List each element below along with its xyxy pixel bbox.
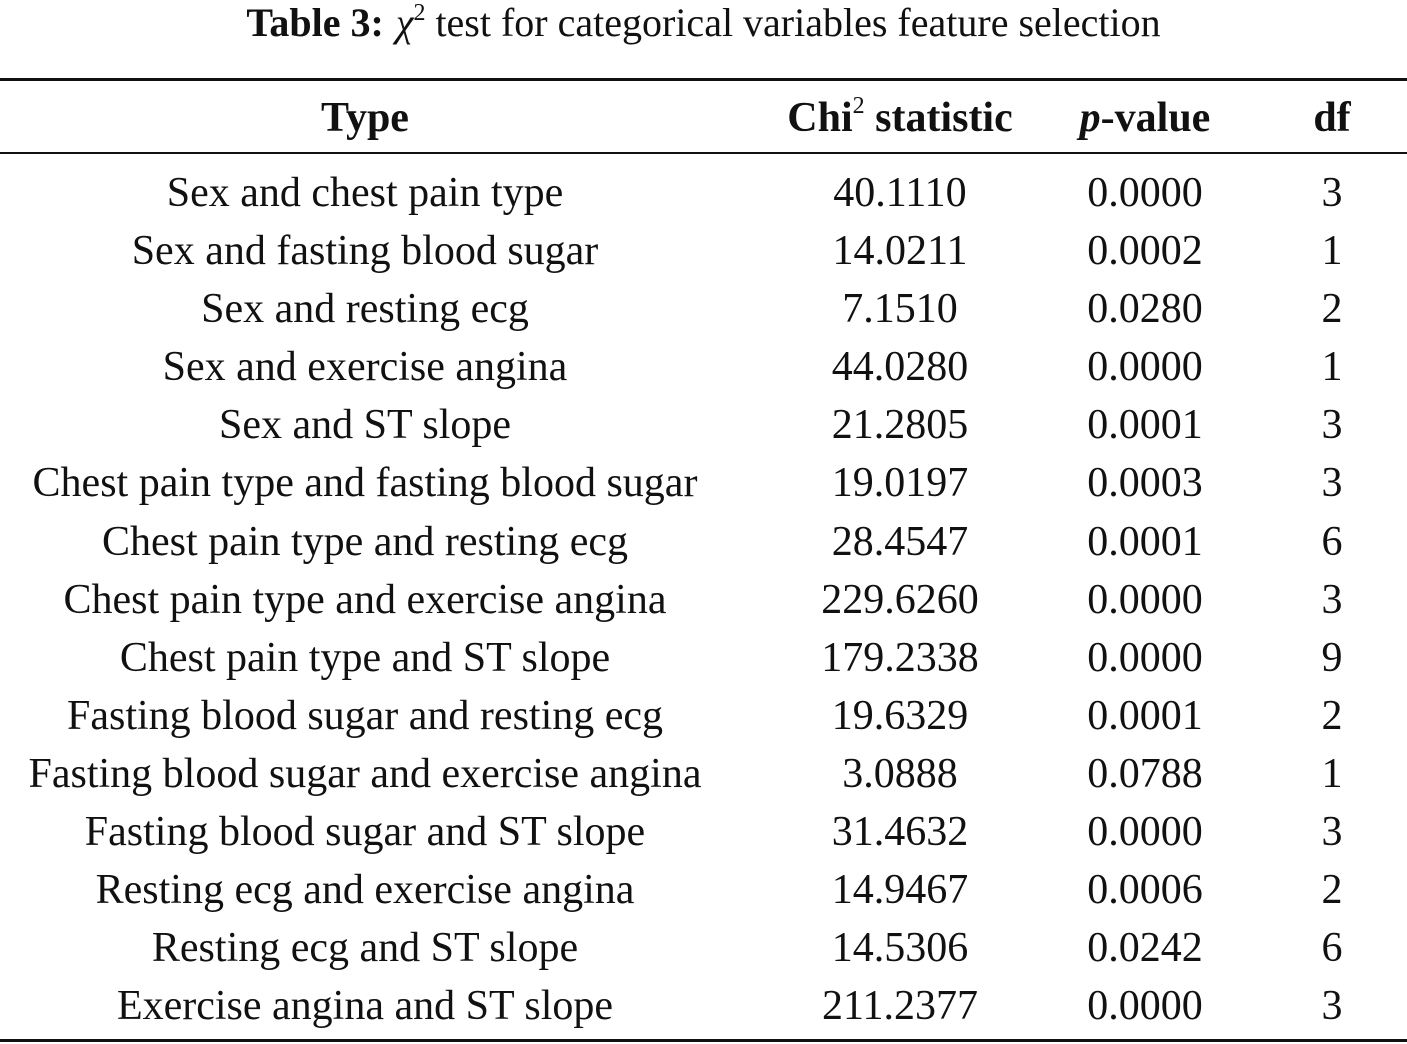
cell-p-value: 0.0000 — [1087, 344, 1203, 391]
cell-type: Sex and ST slope — [218, 402, 512, 449]
cell-df: 2 — [1321, 867, 1343, 914]
table-row: Chest pain type and ST slope 179.2338 0.00… — [0, 629, 1407, 687]
cell-df: 3 — [1321, 402, 1343, 449]
cell-df: 6 — [1321, 518, 1343, 565]
cell-p-value: 0.0000 — [1087, 983, 1203, 1030]
header-type: Type — [321, 95, 409, 141]
cell-chi2: 40.1110 — [833, 170, 967, 216]
caption-text: test for categorical variables feature s… — [435, 0, 1161, 45]
header-p-italic: p — [1079, 95, 1101, 141]
cell-df: 2 — [1321, 692, 1343, 739]
table-row: Fasting blood sugar and resting ecg 19.63… — [0, 687, 1407, 745]
header-chi-superscript: 2 — [852, 93, 865, 119]
cell-p-value: 0.0001 — [1087, 402, 1203, 449]
cell-df: 1 — [1321, 344, 1343, 391]
table-header-rule — [0, 152, 1407, 154]
cell-type: Resting ecg and exercise angina — [95, 867, 635, 914]
cell-type: Chest pain type and exercise angina — [63, 576, 667, 623]
table-row: Sex and chest pain type 40.1110 0.0000 3 — [0, 164, 1407, 222]
cell-type: Fasting blood sugar and exercise angina — [28, 750, 702, 797]
cell-chi2: 14.5306 — [831, 925, 969, 972]
table-body: Sex and chest pain type 40.1110 0.0000 3 Sex… — [0, 164, 1407, 1035]
table-row: Exercise angina and ST slope 211.2377 0.00… — [0, 977, 1407, 1035]
cell-chi2: 3.0888 — [842, 750, 958, 797]
cell-p-value: 0.0000 — [1087, 170, 1203, 216]
caption-chi-superscript: 2 — [413, 0, 426, 26]
cell-df: 3 — [1321, 460, 1343, 507]
header-df: df — [1313, 95, 1351, 141]
table-top-rule — [0, 78, 1407, 81]
cell-p-value: 0.0000 — [1087, 809, 1203, 856]
cell-df: 3 — [1321, 170, 1343, 216]
cell-p-value: 0.0000 — [1087, 576, 1203, 623]
cell-type: Resting ecg and ST slope — [151, 925, 579, 972]
cell-type: Exercise angina and ST slope — [116, 983, 614, 1030]
caption-chi-symbol: χ — [395, 0, 414, 45]
cell-p-value: 0.0242 — [1087, 925, 1203, 972]
table-row: Chest pain type and exercise angina 229.6… — [0, 571, 1407, 629]
cell-chi2: 211.2377 — [822, 983, 978, 1030]
cell-type: Chest pain type and resting ecg — [101, 518, 629, 565]
cell-df: 3 — [1321, 809, 1343, 856]
cell-chi2: 44.0280 — [831, 344, 969, 391]
cell-type: Sex and fasting blood sugar — [131, 228, 599, 275]
cell-type: Chest pain type and ST slope — [119, 634, 611, 681]
header-chi-prefix: Chi — [787, 95, 853, 141]
cell-chi2: 14.9467 — [831, 867, 969, 914]
table-row: Fasting blood sugar and ST slope 31.4632 0… — [0, 803, 1407, 861]
cell-df: 2 — [1321, 286, 1343, 333]
table-row: Chest pain type and resting ecg 28.4547 0.… — [0, 513, 1407, 571]
cell-p-value: 0.0001 — [1087, 692, 1203, 739]
cell-type: Fasting blood sugar and ST slope — [84, 809, 646, 856]
table-row: Sex and exercise angina 44.0280 0.0000 1 — [0, 338, 1407, 396]
cell-type: Sex and chest pain type — [166, 170, 564, 216]
cell-chi2: 14.0211 — [832, 228, 968, 275]
cell-type: Chest pain type and fasting blood sugar — [32, 460, 698, 507]
table-row: Sex and fasting blood sugar 14.0211 0.0002… — [0, 222, 1407, 280]
cell-p-value: 0.0280 — [1087, 286, 1203, 333]
cell-df: 3 — [1321, 983, 1343, 1030]
cell-df: 9 — [1321, 634, 1343, 681]
table-row: Sex and ST slope 21.2805 0.0001 3 — [0, 396, 1407, 454]
cell-chi2: 179.2338 — [821, 634, 979, 681]
cell-p-value: 0.0001 — [1087, 518, 1203, 565]
cell-chi2: 7.1510 — [842, 286, 958, 333]
cell-p-value: 0.0002 — [1087, 228, 1203, 275]
cell-type: Fasting blood sugar and resting ecg — [66, 692, 664, 739]
cell-chi2: 31.4632 — [831, 809, 969, 856]
cell-p-value: 0.0000 — [1087, 634, 1203, 681]
cell-type: Sex and exercise angina — [162, 344, 568, 391]
table-row: Sex and resting ecg 7.1510 0.0280 2 — [0, 280, 1407, 338]
cell-p-value: 0.0788 — [1087, 750, 1203, 797]
cell-chi2: 28.4547 — [831, 518, 969, 565]
cell-df: 3 — [1321, 576, 1343, 623]
cell-p-value: 0.0003 — [1087, 460, 1203, 507]
table-row: Resting ecg and ST slope 14.5306 0.0242 6 — [0, 919, 1407, 977]
header-p-suffix: -value — [1100, 95, 1211, 141]
cell-type: Sex and resting ecg — [201, 286, 529, 333]
table-row: Resting ecg and exercise angina 14.9467 0.… — [0, 861, 1407, 919]
cell-chi2: 21.2805 — [831, 402, 969, 449]
cell-df: 1 — [1321, 228, 1343, 275]
table-caption: Table 3: χ2 test for categorical variable… — [0, 0, 1407, 50]
cell-chi2: 19.6329 — [831, 692, 969, 739]
header-p-value: p-value — [1050, 86, 1240, 150]
header-chi-suffix: statistic — [875, 95, 1013, 141]
table-bottom-rule — [0, 1039, 1407, 1042]
cell-df: 6 — [1321, 925, 1343, 972]
cell-chi2: 19.0197 — [831, 460, 969, 507]
caption-label: Table 3: — [246, 0, 384, 45]
cell-chi2: 229.6260 — [821, 576, 979, 623]
table-row: Chest pain type and fasting blood sugar 1… — [0, 454, 1407, 512]
table-row: Fasting blood sugar and exercise angina 3… — [0, 745, 1407, 803]
cell-p-value: 0.0006 — [1087, 867, 1203, 914]
cell-df: 1 — [1321, 750, 1343, 797]
header-chi-statistic: Chi2 statistic — [770, 86, 1030, 150]
